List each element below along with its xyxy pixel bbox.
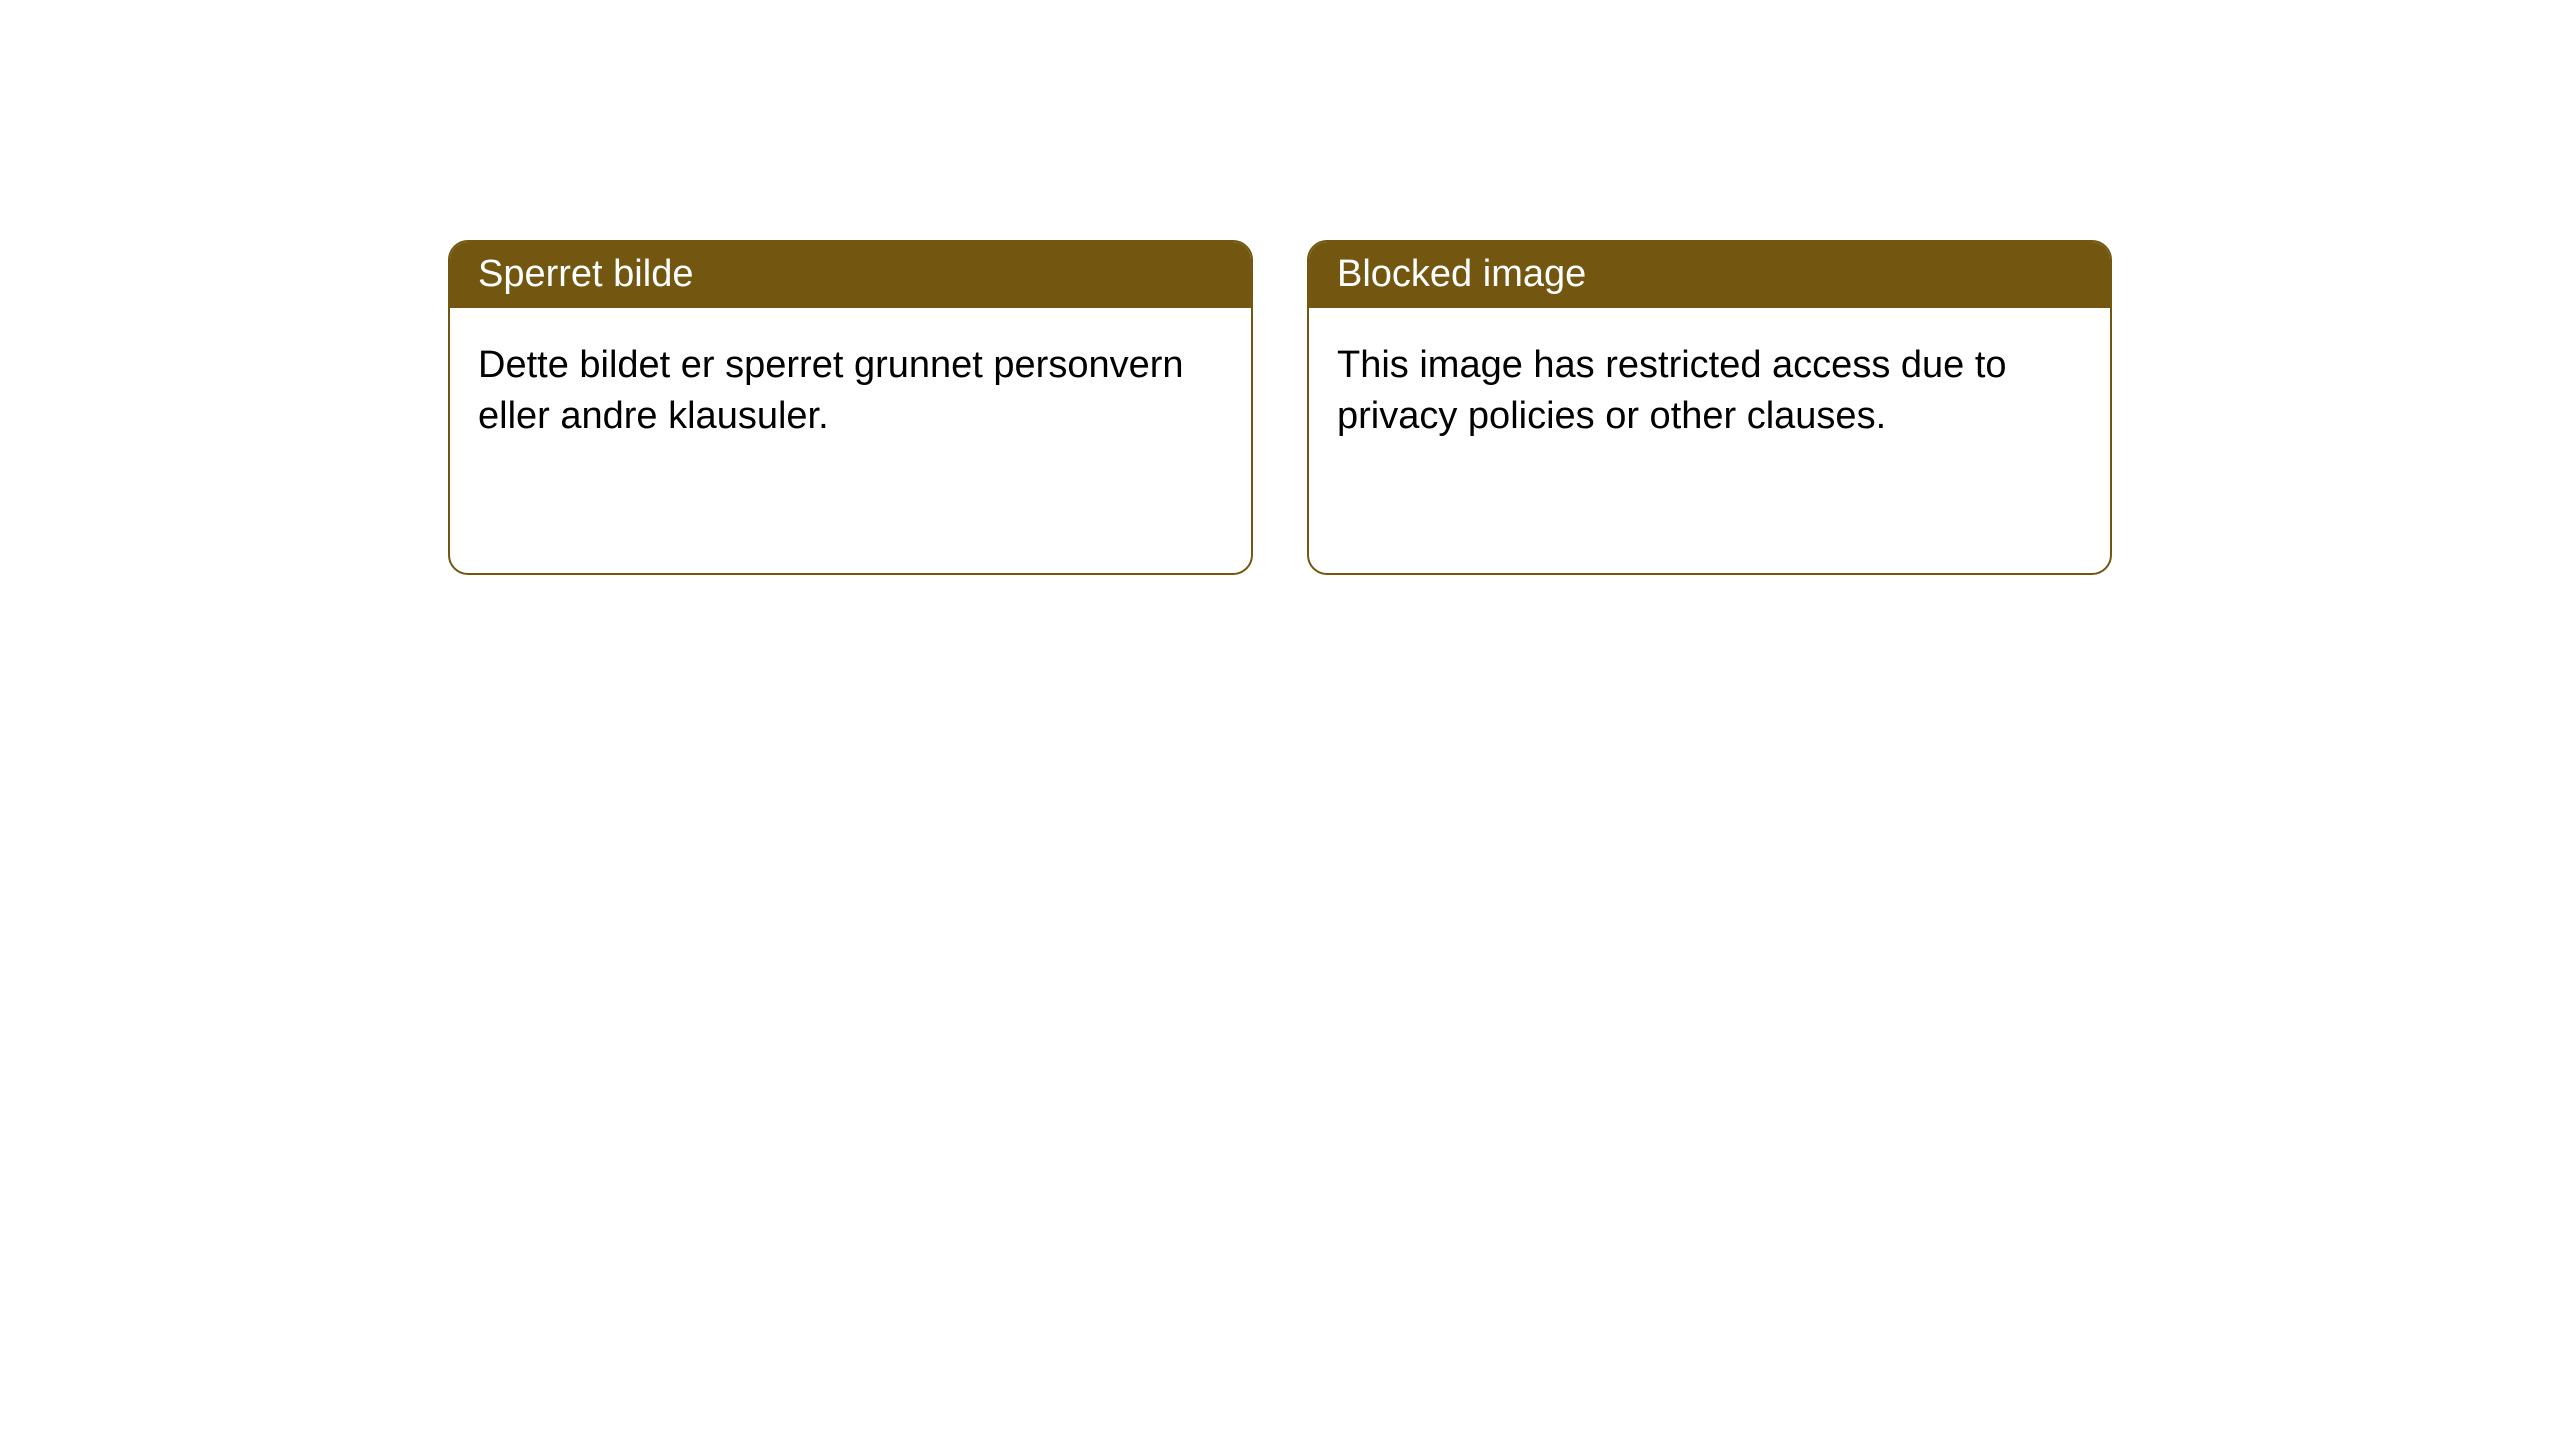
card-header: Sperret bilde [450,242,1251,308]
card-body: This image has restricted access due to … [1309,308,2110,475]
card-body-text: Dette bildet er sperret grunnet personve… [478,344,1184,437]
notice-container: Sperret bilde Dette bildet er sperret gr… [0,0,2560,575]
card-header: Blocked image [1309,242,2110,308]
card-title: Sperret bilde [478,253,693,295]
blocked-image-card-en: Blocked image This image has restricted … [1307,240,2112,575]
card-body: Dette bildet er sperret grunnet personve… [450,308,1251,475]
card-body-text: This image has restricted access due to … [1337,344,2007,437]
card-title: Blocked image [1337,253,1586,295]
blocked-image-card-no: Sperret bilde Dette bildet er sperret gr… [448,240,1253,575]
